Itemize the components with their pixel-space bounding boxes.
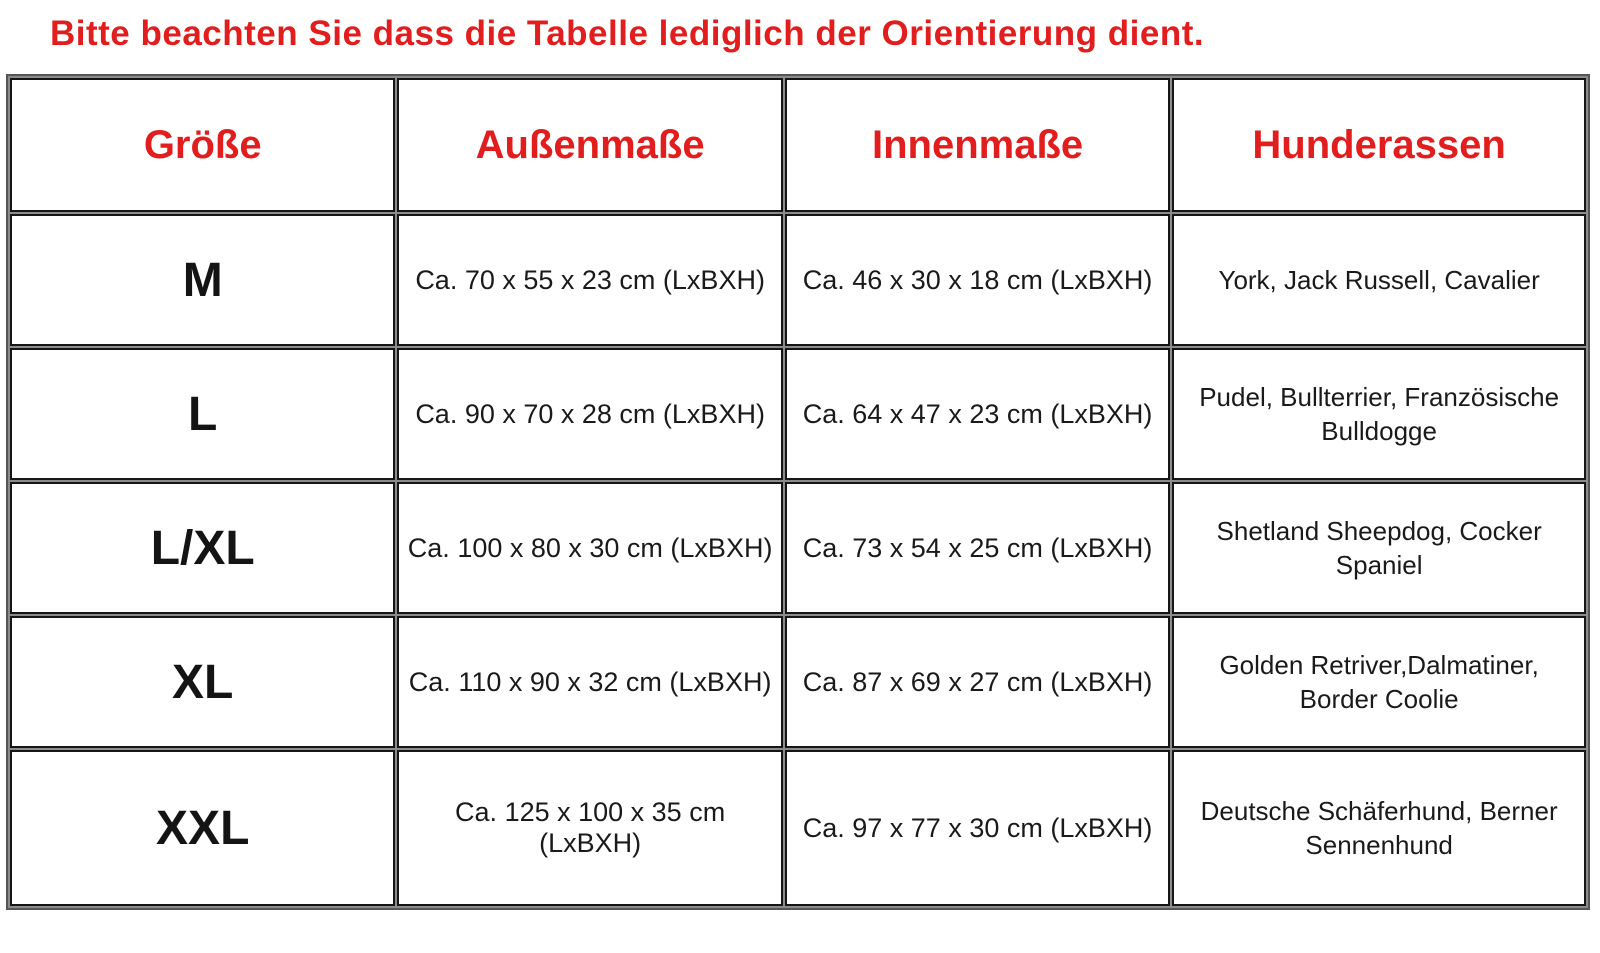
cell-outer-dims: Ca. 90 x 70 x 28 cm (LxBXH) [397, 348, 783, 480]
cell-size: L/XL [10, 482, 396, 614]
table-row-xl: XL Ca. 110 x 90 x 32 cm (LxBXH) Ca. 87 x… [10, 616, 1586, 748]
cell-dog-breeds: Deutsche Schäferhund, Berner Sennenhund [1172, 750, 1586, 906]
table-row-l: L Ca. 90 x 70 x 28 cm (LxBXH) Ca. 64 x 4… [10, 348, 1586, 480]
cell-size: XXL [10, 750, 396, 906]
cell-inner-dims: Ca. 46 x 30 x 18 cm (LxBXH) [784, 214, 1171, 346]
cell-outer-dims: Ca. 70 x 55 x 23 cm (LxBXH) [397, 214, 783, 346]
cell-dog-breeds: Golden Retriver,Dalmatiner, Border Cooli… [1172, 616, 1586, 748]
cell-inner-dims: Ca. 73 x 54 x 25 cm (LxBXH) [784, 482, 1171, 614]
cell-outer-dims: Ca. 110 x 90 x 32 cm (LxBXH) [397, 616, 783, 748]
cell-dog-breeds: York, Jack Russell, Cavalier [1172, 214, 1586, 346]
cell-outer-dims: Ca. 100 x 80 x 30 cm (LxBXH) [397, 482, 783, 614]
page: Bitte beachten Sie dass die Tabelle ledi… [0, 10, 1600, 953]
table-row-m: M Ca. 70 x 55 x 23 cm (LxBXH) Ca. 46 x 3… [10, 214, 1586, 346]
header-hunderassen: Hunderassen [1172, 78, 1586, 212]
cell-inner-dims: Ca. 64 x 47 x 23 cm (LxBXH) [784, 348, 1171, 480]
cell-outer-dims: Ca. 125 x 100 x 35 cm (LxBXH) [397, 750, 783, 906]
size-table: Größe Außenmaße Innenmaße Hunderassen M … [6, 74, 1590, 910]
orientation-notice: Bitte beachten Sie dass die Tabelle ledi… [50, 14, 1205, 53]
cell-inner-dims: Ca. 87 x 69 x 27 cm (LxBXH) [784, 616, 1171, 748]
header-innenmasse: Innenmaße [784, 78, 1171, 212]
table-row-xxl: XXL Ca. 125 x 100 x 35 cm (LxBXH) Ca. 97… [10, 750, 1586, 906]
cell-size: XL [10, 616, 396, 748]
cell-size: L [10, 348, 396, 480]
table-row-lxl: L/XL Ca. 100 x 80 x 30 cm (LxBXH) Ca. 73… [10, 482, 1586, 614]
cell-size: M [10, 214, 396, 346]
cell-dog-breeds: Shetland Sheepdog, Cocker Spaniel [1172, 482, 1586, 614]
cell-dog-breeds: Pudel, Bullterrier, Französische Bulldog… [1172, 348, 1586, 480]
table-header-row: Größe Außenmaße Innenmaße Hunderassen [10, 78, 1586, 212]
header-aussenmasse: Außenmaße [397, 78, 783, 212]
cell-inner-dims: Ca. 97 x 77 x 30 cm (LxBXH) [784, 750, 1171, 906]
header-groesse: Größe [10, 78, 396, 212]
